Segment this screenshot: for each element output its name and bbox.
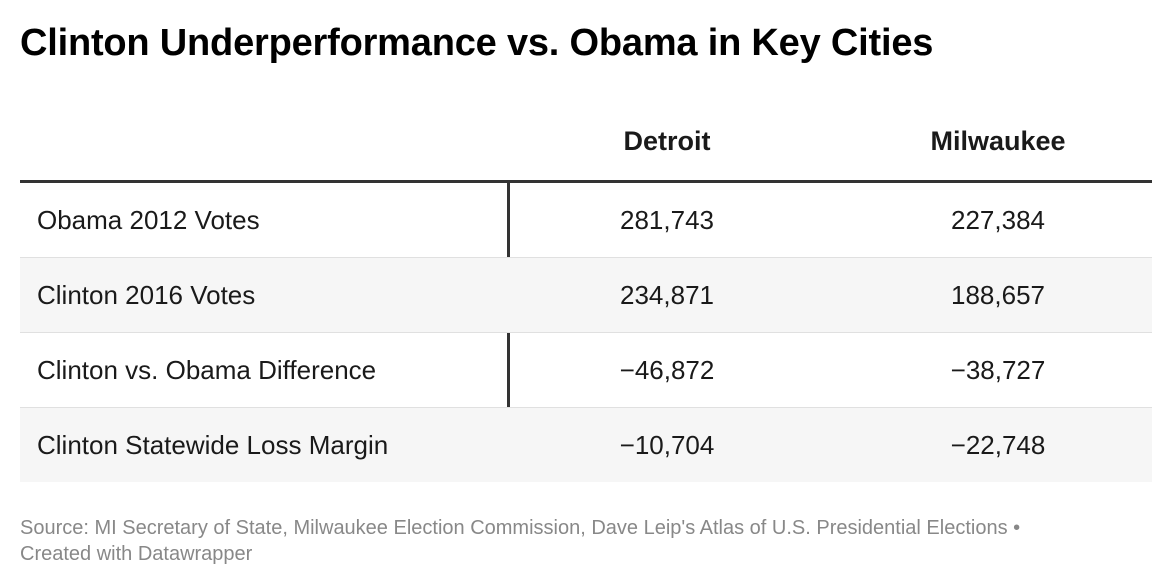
table-body: Obama 2012 Votes 281,743 227,384 Clinton… bbox=[20, 183, 1152, 482]
row-label: Clinton Statewide Loss Margin bbox=[37, 430, 389, 460]
cell-milwaukee: 227,384 bbox=[951, 205, 1045, 235]
data-table: Detroit Milwaukee Obama 2012 Votes 281,7… bbox=[20, 108, 1152, 482]
table-row: Clinton 2016 Votes 234,871 188,657 bbox=[20, 258, 1152, 333]
table-row: Obama 2012 Votes 281,743 227,384 bbox=[20, 183, 1152, 258]
column-header-detroit: Detroit bbox=[623, 126, 711, 156]
cell-milwaukee: −38,727 bbox=[950, 355, 1046, 385]
chart-title: Clinton Underperformance vs. Obama in Ke… bbox=[20, 22, 934, 64]
cell-milwaukee: −22,748 bbox=[950, 430, 1046, 460]
cell-detroit: −46,872 bbox=[619, 355, 715, 385]
row-label: Clinton 2016 Votes bbox=[37, 280, 256, 310]
source-note: Source: MI Secretary of State, Milwaukee… bbox=[20, 515, 1130, 567]
row-label: Clinton vs. Obama Difference bbox=[37, 355, 377, 385]
row-label: Obama 2012 Votes bbox=[37, 205, 260, 235]
cell-milwaukee: 188,657 bbox=[951, 280, 1045, 310]
source-text: Source: MI Secretary of State, Milwaukee… bbox=[20, 517, 1021, 539]
cell-detroit: 234,871 bbox=[620, 280, 714, 310]
column-header-milwaukee: Milwaukee bbox=[930, 126, 1066, 156]
datawrapper-credit: Created with Datawrapper bbox=[20, 543, 253, 565]
table-row: Clinton vs. Obama Difference −46,872 −38… bbox=[20, 333, 1152, 408]
cell-detroit: 281,743 bbox=[620, 205, 714, 235]
table-row: Clinton Statewide Loss Margin −10,704 −2… bbox=[20, 408, 1152, 482]
table-header: Detroit Milwaukee bbox=[20, 108, 1152, 183]
cell-detroit: −10,704 bbox=[619, 430, 715, 460]
